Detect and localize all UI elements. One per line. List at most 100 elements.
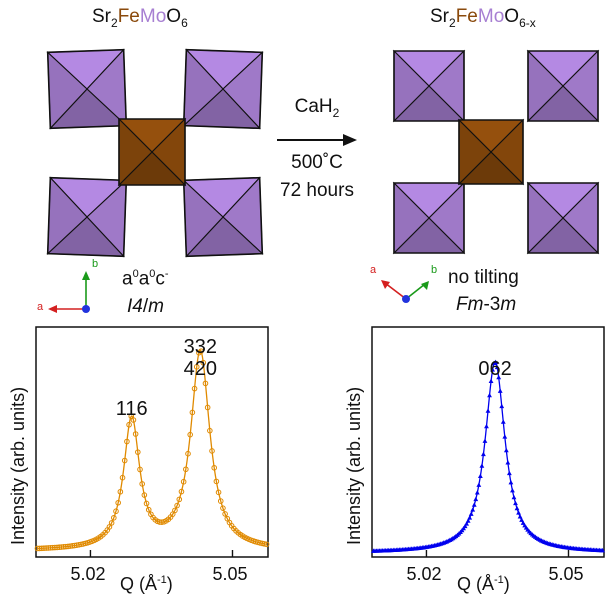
mo-octahedron-bottom-left — [392, 181, 466, 255]
data-point — [485, 408, 491, 413]
left-axis-b-label: b — [92, 258, 99, 270]
data-point — [508, 479, 514, 485]
data-point — [124, 438, 130, 445]
data-point — [141, 492, 148, 498]
data-point — [213, 478, 220, 485]
mo-octahedron-bottom-right — [182, 176, 264, 258]
data-point — [220, 505, 226, 511]
right-chart-ticks — [425, 550, 570, 557]
left-y-axis-label: Intensity (arb. units) — [8, 386, 28, 545]
data-point — [263, 541, 270, 548]
data-point — [487, 392, 492, 398]
data-point — [474, 490, 480, 495]
mo-octahedron-bottom-right — [526, 181, 600, 255]
data-point — [115, 499, 121, 506]
data-point — [488, 378, 494, 383]
right-x-axis-label: Q (Å-1) — [457, 574, 510, 594]
left-tilt-notation: a0a0c- — [122, 268, 169, 290]
mo-octahedron-bottom-left — [46, 176, 128, 258]
data-point — [517, 514, 523, 519]
reaction-time: 72 hours — [280, 180, 354, 201]
reaction-temperature: 500˚C — [291, 152, 343, 173]
data-point — [493, 359, 499, 365]
data-point — [510, 487, 515, 493]
data-point — [211, 464, 218, 471]
left-axis-a-label: a — [37, 301, 44, 313]
data-point — [202, 380, 209, 387]
data-point — [497, 388, 503, 393]
data-point — [113, 508, 119, 515]
data-point — [139, 481, 145, 487]
data-point — [503, 447, 509, 453]
mo-octahedron-top-right — [526, 49, 600, 123]
data-point — [506, 470, 512, 476]
data-point — [191, 385, 198, 392]
data-point — [468, 511, 474, 516]
data-point — [477, 473, 483, 479]
right-chart-series — [371, 359, 605, 553]
peak-label-062: 062 — [478, 358, 512, 380]
peak-label-116: 116 — [115, 398, 148, 420]
data-point — [479, 463, 485, 468]
reaction-arrow — [277, 134, 357, 146]
left-tick-label-5.02: 5.02 — [70, 564, 106, 584]
data-point — [502, 434, 508, 439]
data-point — [143, 500, 150, 507]
right-chart-frame — [371, 326, 605, 558]
data-point — [222, 511, 228, 517]
data-point — [135, 449, 141, 455]
right-formula: Sr2FeMoO6-x — [430, 6, 536, 30]
data-point — [117, 488, 124, 495]
mo-octahedron-top-right — [182, 48, 264, 130]
data-point — [189, 409, 196, 416]
data-point — [505, 460, 511, 465]
left-tick-label-5.05: 5.05 — [212, 564, 248, 584]
data-point — [465, 518, 471, 523]
data-point — [481, 451, 486, 457]
data-point — [130, 417, 137, 423]
data-point — [499, 403, 505, 409]
data-point — [137, 466, 143, 473]
data-point — [207, 427, 213, 434]
left-axes-icon — [48, 271, 90, 313]
data-point — [516, 510, 521, 515]
data-point — [121, 457, 128, 464]
data-point — [494, 364, 500, 370]
reaction-reagent: CaH2 — [294, 96, 340, 120]
data-point — [198, 348, 204, 354]
data-point — [513, 500, 518, 506]
fit-line — [373, 361, 603, 552]
right-tick-label-5.05: 5.05 — [548, 564, 584, 584]
peak-label-332-420: 332 420 — [183, 336, 217, 380]
right-space-group: Fm-3m — [456, 294, 517, 315]
left-chart-series — [34, 348, 270, 552]
data-point — [209, 448, 215, 454]
data-point — [514, 505, 520, 511]
left-space-group: I4/m — [127, 296, 164, 317]
data-point — [600, 547, 605, 553]
data-point — [215, 489, 222, 496]
data-point — [204, 404, 211, 411]
data-point — [187, 431, 193, 438]
structures-diagram — [46, 48, 600, 313]
data-point — [200, 359, 207, 366]
data-point — [519, 517, 525, 522]
data-point — [174, 502, 180, 509]
data-point — [490, 367, 495, 372]
data-point — [217, 498, 224, 504]
data-point — [511, 494, 517, 500]
data-point — [119, 474, 126, 481]
left-octahedra-structure — [46, 48, 264, 258]
fe-octahedron-center — [117, 117, 187, 187]
data-point — [111, 514, 117, 521]
data-point — [500, 419, 506, 424]
fe-octahedron-center — [457, 118, 525, 186]
left-formula: Sr2FeMoO6 — [92, 6, 188, 30]
left-x-axis-label: Q (Å-1) — [120, 574, 173, 594]
data-point — [176, 496, 183, 503]
right-axis-b-label: b — [431, 264, 438, 276]
data-point — [132, 431, 139, 437]
data-point — [471, 502, 477, 507]
data-point — [462, 523, 468, 529]
